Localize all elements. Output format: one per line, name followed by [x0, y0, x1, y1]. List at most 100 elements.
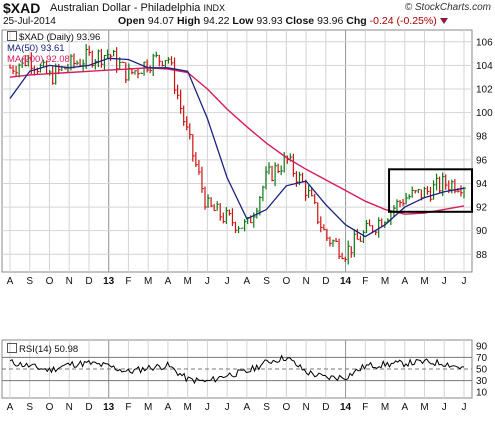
symbol: $XAD [3, 0, 41, 16]
down-arrow-icon [439, 18, 448, 25]
low-label: Low [232, 15, 254, 27]
rsi-legend: RSI(14) 50.98 [7, 343, 78, 355]
price-y-tick-label: 104 [476, 61, 493, 72]
x-tick-label: 13 [103, 276, 115, 287]
rsi-x-tick-label: D [322, 402, 329, 413]
quote-date: 25-Jul-2014 [3, 16, 56, 27]
rsi-x-tick-label: O [282, 402, 290, 413]
price-panel-frame [1, 29, 473, 273]
rsi-x-tick-label: 13 [103, 402, 115, 413]
x-tick-label: D [322, 276, 329, 287]
legend-ma200-label: MA(200) 92.08 [7, 54, 70, 65]
price-legend: $XAD (Daily) 93.96 MA(50) 93.61 MA(200) … [7, 31, 100, 65]
x-tick-label: A [165, 276, 172, 287]
rsi-y-tick-label: 30 [476, 376, 488, 387]
x-tick-label: D [85, 276, 92, 287]
x-tick-label: F [362, 276, 368, 287]
x-tick-label: F [125, 276, 131, 287]
rsi-x-tick-label: S [26, 402, 33, 413]
rsi-line [9, 354, 464, 385]
rsi-x-tick-label: A [401, 402, 408, 413]
x-tick-label: O [282, 276, 290, 287]
rsi-x-tick-label: J [442, 402, 447, 413]
price-y-tick-label: 100 [476, 108, 493, 119]
close-label: Close [285, 15, 315, 27]
legend-rsi-label: RSI(14) 50.98 [19, 344, 79, 355]
consolidation-box [388, 168, 474, 213]
ma50-line [9, 57, 465, 238]
price-y-tick-label: 94 [476, 179, 488, 190]
price-y-tick-label: 90 [476, 226, 488, 237]
instrument-name: Australian Dollar - Philadelphia INDX [50, 2, 225, 14]
legend-ma50: MA(50) 93.61 [7, 43, 100, 54]
x-tick-label: 14 [340, 276, 352, 287]
price-bars [9, 43, 466, 265]
x-tick-label: A [401, 276, 408, 287]
x-tick-label: J [205, 276, 210, 287]
open-label: Open [118, 15, 145, 27]
rsi-y-tick-label: 50 [476, 365, 488, 376]
price-y-tick-label: 96 [476, 155, 488, 166]
high-label: High [176, 15, 201, 27]
x-tick-label: S [263, 276, 270, 287]
chg-label: Chg [346, 15, 367, 27]
rsi-x-tick-label: O [46, 402, 54, 413]
legend-ma200: MA(200) 92.08 [7, 54, 100, 65]
low-value: 93.93 [256, 15, 283, 27]
rsi-x-tick-label: D [85, 402, 92, 413]
chart-header: $XAD Australian Dollar - Philadelphia IN… [0, 0, 495, 30]
price-y-tick-label: 88 [476, 250, 488, 261]
high-value: 94.22 [203, 15, 230, 27]
rsi-x-tick-label: M [381, 402, 389, 413]
legend-ma50-label: MA(50) 93.61 [7, 43, 65, 54]
rsi-y-tick-label: 70 [476, 353, 488, 364]
chg-value: -0.24 (-0.25%) [369, 15, 437, 27]
price-y-tick-label: 106 [476, 37, 493, 48]
x-tick-label: A [7, 276, 14, 287]
rsi-x-tick-label: M [420, 402, 428, 413]
close-value: 93.96 [317, 15, 344, 27]
rsi-x-tick-label: M [183, 402, 191, 413]
rsi-x-tick-label: J [462, 402, 467, 413]
x-tick-label: J [442, 276, 447, 287]
rsi-x-tick-label: F [362, 402, 368, 413]
x-tick-label: N [302, 276, 309, 287]
x-tick-label: M [420, 276, 428, 287]
price-y-tick-label: 98 [476, 132, 488, 143]
rsi-x-tick-label: A [244, 402, 251, 413]
instrument-title: Australian Dollar - Philadelphia [50, 2, 201, 14]
x-tick-label: S [26, 276, 33, 287]
x-tick-label: M [381, 276, 389, 287]
rsi-x-tick-label: N [302, 402, 309, 413]
x-tick-label: J [225, 276, 230, 287]
exchange-label: INDX [203, 3, 225, 13]
rsi-y-tick-label: 10 [476, 388, 488, 399]
quote-line: Open 94.07 High 94.22 Low 93.93 Close 93… [118, 15, 448, 27]
legend-price: $XAD (Daily) 93.96 [7, 31, 100, 43]
rsi-x-tick-label: J [205, 402, 210, 413]
rsi-x-tick-label: 14 [340, 402, 352, 413]
x-tick-label: J [462, 276, 467, 287]
rsi-x-tick-label: J [225, 402, 230, 413]
candle-legend-icon [7, 31, 17, 41]
rsi-legend-icon [7, 343, 17, 353]
open-value: 94.07 [147, 15, 175, 27]
rsi-y-tick-label: 90 [476, 341, 488, 352]
x-tick-label: O [46, 276, 54, 287]
legend-price-label: $XAD (Daily) 93.96 [19, 32, 101, 43]
price-y-tick-label: 102 [476, 85, 493, 96]
x-tick-label: M [183, 276, 191, 287]
rsi-x-tick-label: F [125, 402, 131, 413]
x-tick-label: N [66, 276, 73, 287]
rsi-x-tick-label: M [144, 402, 152, 413]
price-y-tick-label: 92 [476, 203, 488, 214]
x-tick-label: M [144, 276, 152, 287]
rsi-x-tick-label: A [165, 402, 172, 413]
rsi-x-tick-label: A [7, 402, 14, 413]
rsi-x-tick-label: S [263, 402, 270, 413]
rsi-x-tick-label: N [66, 402, 73, 413]
ma200-line [9, 67, 465, 215]
source-credit: © StockCharts.com [404, 2, 491, 13]
x-tick-label: A [244, 276, 251, 287]
